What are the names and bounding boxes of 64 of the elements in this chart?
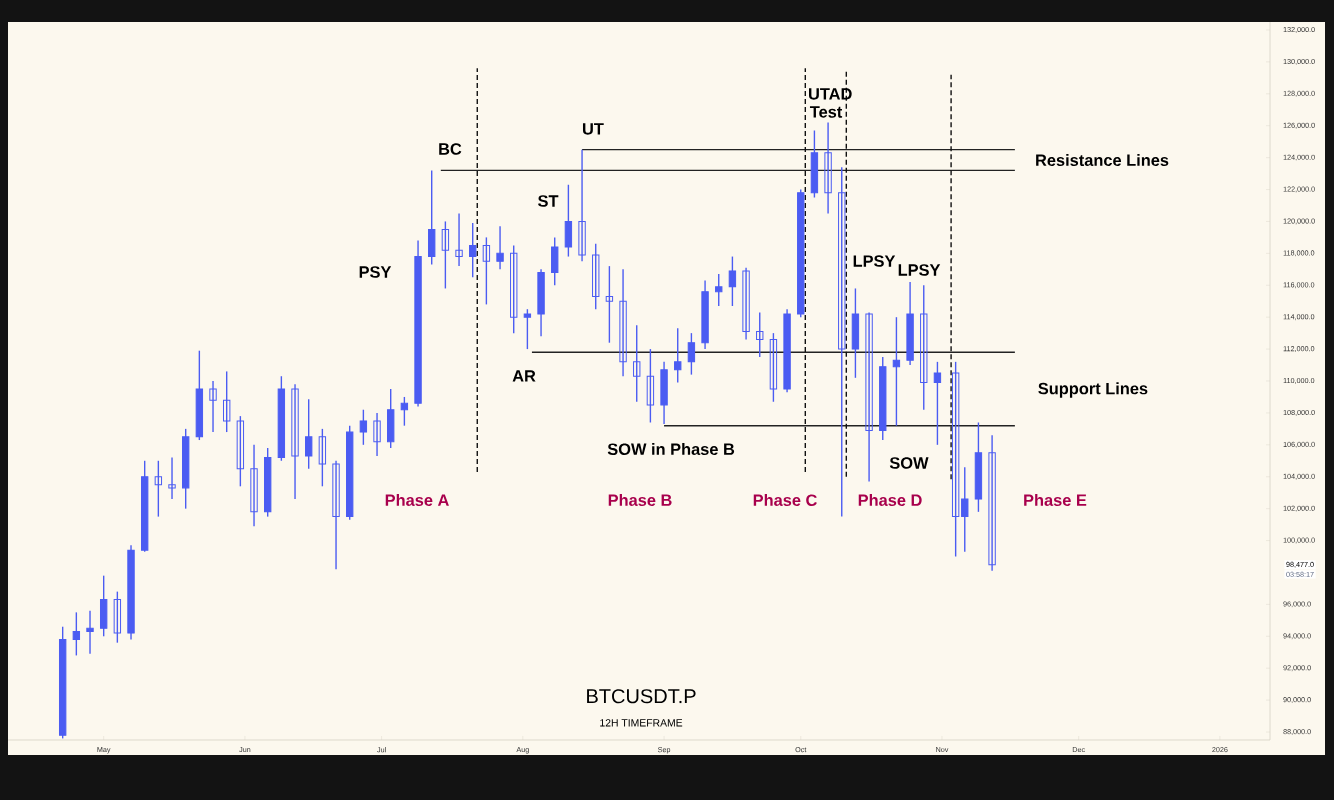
candlestick	[951, 361, 960, 558]
candlestick	[154, 460, 163, 518]
text: BTCUSDT.P	[587, 689, 696, 704]
candlestick	[728, 255, 737, 307]
candlestick	[305, 398, 313, 470]
candlestick	[373, 412, 381, 457]
candlestick	[223, 370, 231, 433]
annotation: PSY	[359, 266, 392, 278]
candlestick	[756, 311, 764, 358]
candlestick	[359, 409, 368, 446]
annotation: SOW in Phase B	[607, 442, 735, 456]
annotation: ST	[538, 195, 559, 207]
annotation: BC	[439, 143, 462, 155]
candlestick	[469, 222, 477, 278]
candlestick	[523, 308, 532, 350]
annotation: UT	[582, 123, 604, 135]
annotation: SOW	[889, 457, 929, 469]
annotation: UTAD Test	[809, 88, 852, 118]
annotation: Phase C	[753, 493, 817, 506]
text: 12H TIMEFRAME	[600, 719, 683, 727]
candlestick	[838, 166, 846, 518]
candlestick	[619, 268, 627, 377]
candlestick	[742, 267, 750, 341]
annotation: Phase D	[858, 493, 922, 506]
candlestick	[715, 273, 723, 307]
candlestick	[592, 243, 600, 310]
candlestick	[332, 460, 340, 570]
candlestick	[291, 383, 299, 500]
candlestick	[687, 332, 696, 376]
candlestick	[933, 361, 942, 446]
candlestick	[578, 148, 586, 263]
candlestick	[824, 121, 832, 215]
candlestick	[209, 380, 217, 433]
candlestick	[72, 611, 81, 657]
candlestick	[113, 590, 122, 644]
annotation: Phase A	[385, 493, 449, 506]
candlestick	[236, 415, 245, 487]
candlestick	[646, 348, 655, 424]
candlestick	[988, 434, 996, 572]
candlestick	[605, 265, 614, 344]
candlestick	[86, 610, 94, 655]
candlestick	[400, 396, 409, 427]
annotation: Resistance Lines	[1036, 153, 1169, 167]
candlestick	[674, 327, 682, 384]
annotation: Phase B	[608, 493, 672, 506]
candlestick	[441, 220, 450, 290]
candlestick	[318, 428, 327, 487]
candlestick	[920, 284, 928, 411]
candlestick	[455, 212, 463, 267]
candlestick	[510, 244, 518, 334]
annotation: LPSY	[898, 264, 941, 276]
candlestick	[250, 444, 258, 527]
candlestick	[168, 456, 176, 500]
annotation: Support Lines	[1038, 382, 1148, 398]
candlestick	[769, 332, 778, 403]
annotation: AR	[512, 370, 536, 382]
candlestick	[892, 316, 901, 427]
candlestick	[482, 236, 491, 306]
candlestick	[865, 311, 873, 483]
candlestick	[496, 225, 504, 271]
candlestick	[633, 324, 641, 403]
candlestick	[961, 466, 969, 553]
annotation: Phase E	[1024, 493, 1087, 506]
annotation: LPSY	[853, 255, 896, 267]
